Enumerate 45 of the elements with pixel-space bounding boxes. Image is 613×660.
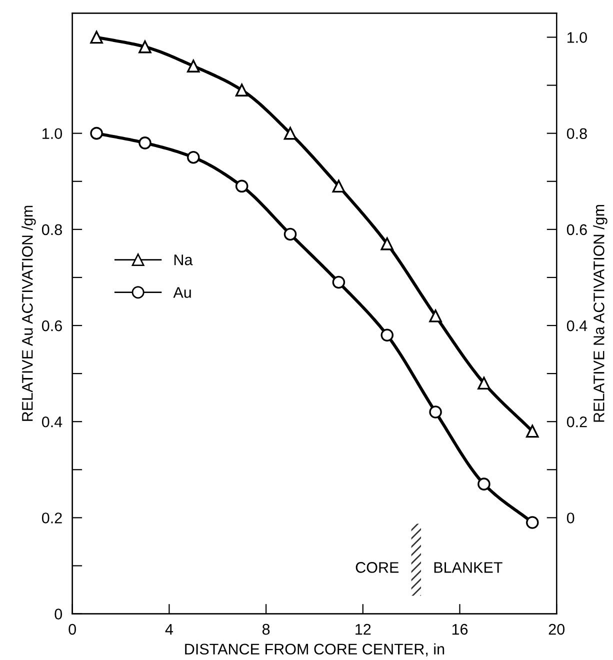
y-tick-label: 0.4 bbox=[42, 416, 62, 428]
point bbox=[429, 406, 442, 418]
point bbox=[332, 276, 346, 289]
point bbox=[235, 180, 248, 193]
point bbox=[235, 84, 248, 96]
legend-label: Na bbox=[174, 254, 193, 266]
x-tick-label: 4 bbox=[165, 624, 173, 635]
x-tick-label: 20 bbox=[548, 624, 565, 635]
y2-tick-label: 0.4 bbox=[566, 320, 588, 332]
y-tick-label: 0.8 bbox=[42, 224, 62, 236]
x-tick-label: 12 bbox=[356, 624, 371, 635]
y2-tick-label: 0.6 bbox=[566, 224, 587, 236]
point bbox=[526, 424, 539, 438]
x-tick-label: 0 bbox=[68, 624, 76, 635]
annotation: CORE bbox=[356, 562, 399, 573]
point bbox=[187, 60, 200, 72]
point bbox=[138, 40, 152, 54]
point bbox=[90, 30, 103, 44]
y2-tick-label: 0 bbox=[566, 512, 574, 524]
y-tick-label: 1.0 bbox=[42, 128, 62, 140]
y2-tick-label: 0.8 bbox=[566, 128, 587, 140]
x-tick-label: 8 bbox=[262, 624, 270, 635]
point bbox=[526, 516, 539, 529]
y2-tick-label: 0.2 bbox=[566, 416, 587, 428]
annotation: BLANKET bbox=[434, 562, 502, 573]
point bbox=[138, 136, 152, 150]
legend-label: Au bbox=[173, 287, 191, 298]
point bbox=[429, 310, 442, 322]
y2-axis-title: RELATIVE Na ACTIVATION /gm bbox=[593, 204, 608, 422]
x-tick-label: 16 bbox=[452, 624, 468, 635]
point bbox=[284, 126, 297, 140]
point bbox=[478, 478, 490, 490]
point bbox=[332, 180, 346, 193]
point bbox=[380, 237, 394, 250]
y-tick-label: 0 bbox=[54, 608, 62, 620]
point bbox=[380, 328, 394, 342]
point bbox=[90, 126, 103, 140]
point bbox=[478, 376, 490, 390]
y2-tick-label: 1.0 bbox=[567, 32, 587, 43]
point bbox=[284, 228, 297, 241]
y-tick-label: 0.6 bbox=[42, 320, 62, 332]
point bbox=[187, 150, 200, 164]
y-axis-title: RELATIVE Au ACTIVATION /gm bbox=[22, 206, 36, 421]
y-tick-label: 0.2 bbox=[42, 512, 62, 524]
x-axis-title: DISTANCE FROM CORE CENTER, in bbox=[185, 643, 444, 656]
